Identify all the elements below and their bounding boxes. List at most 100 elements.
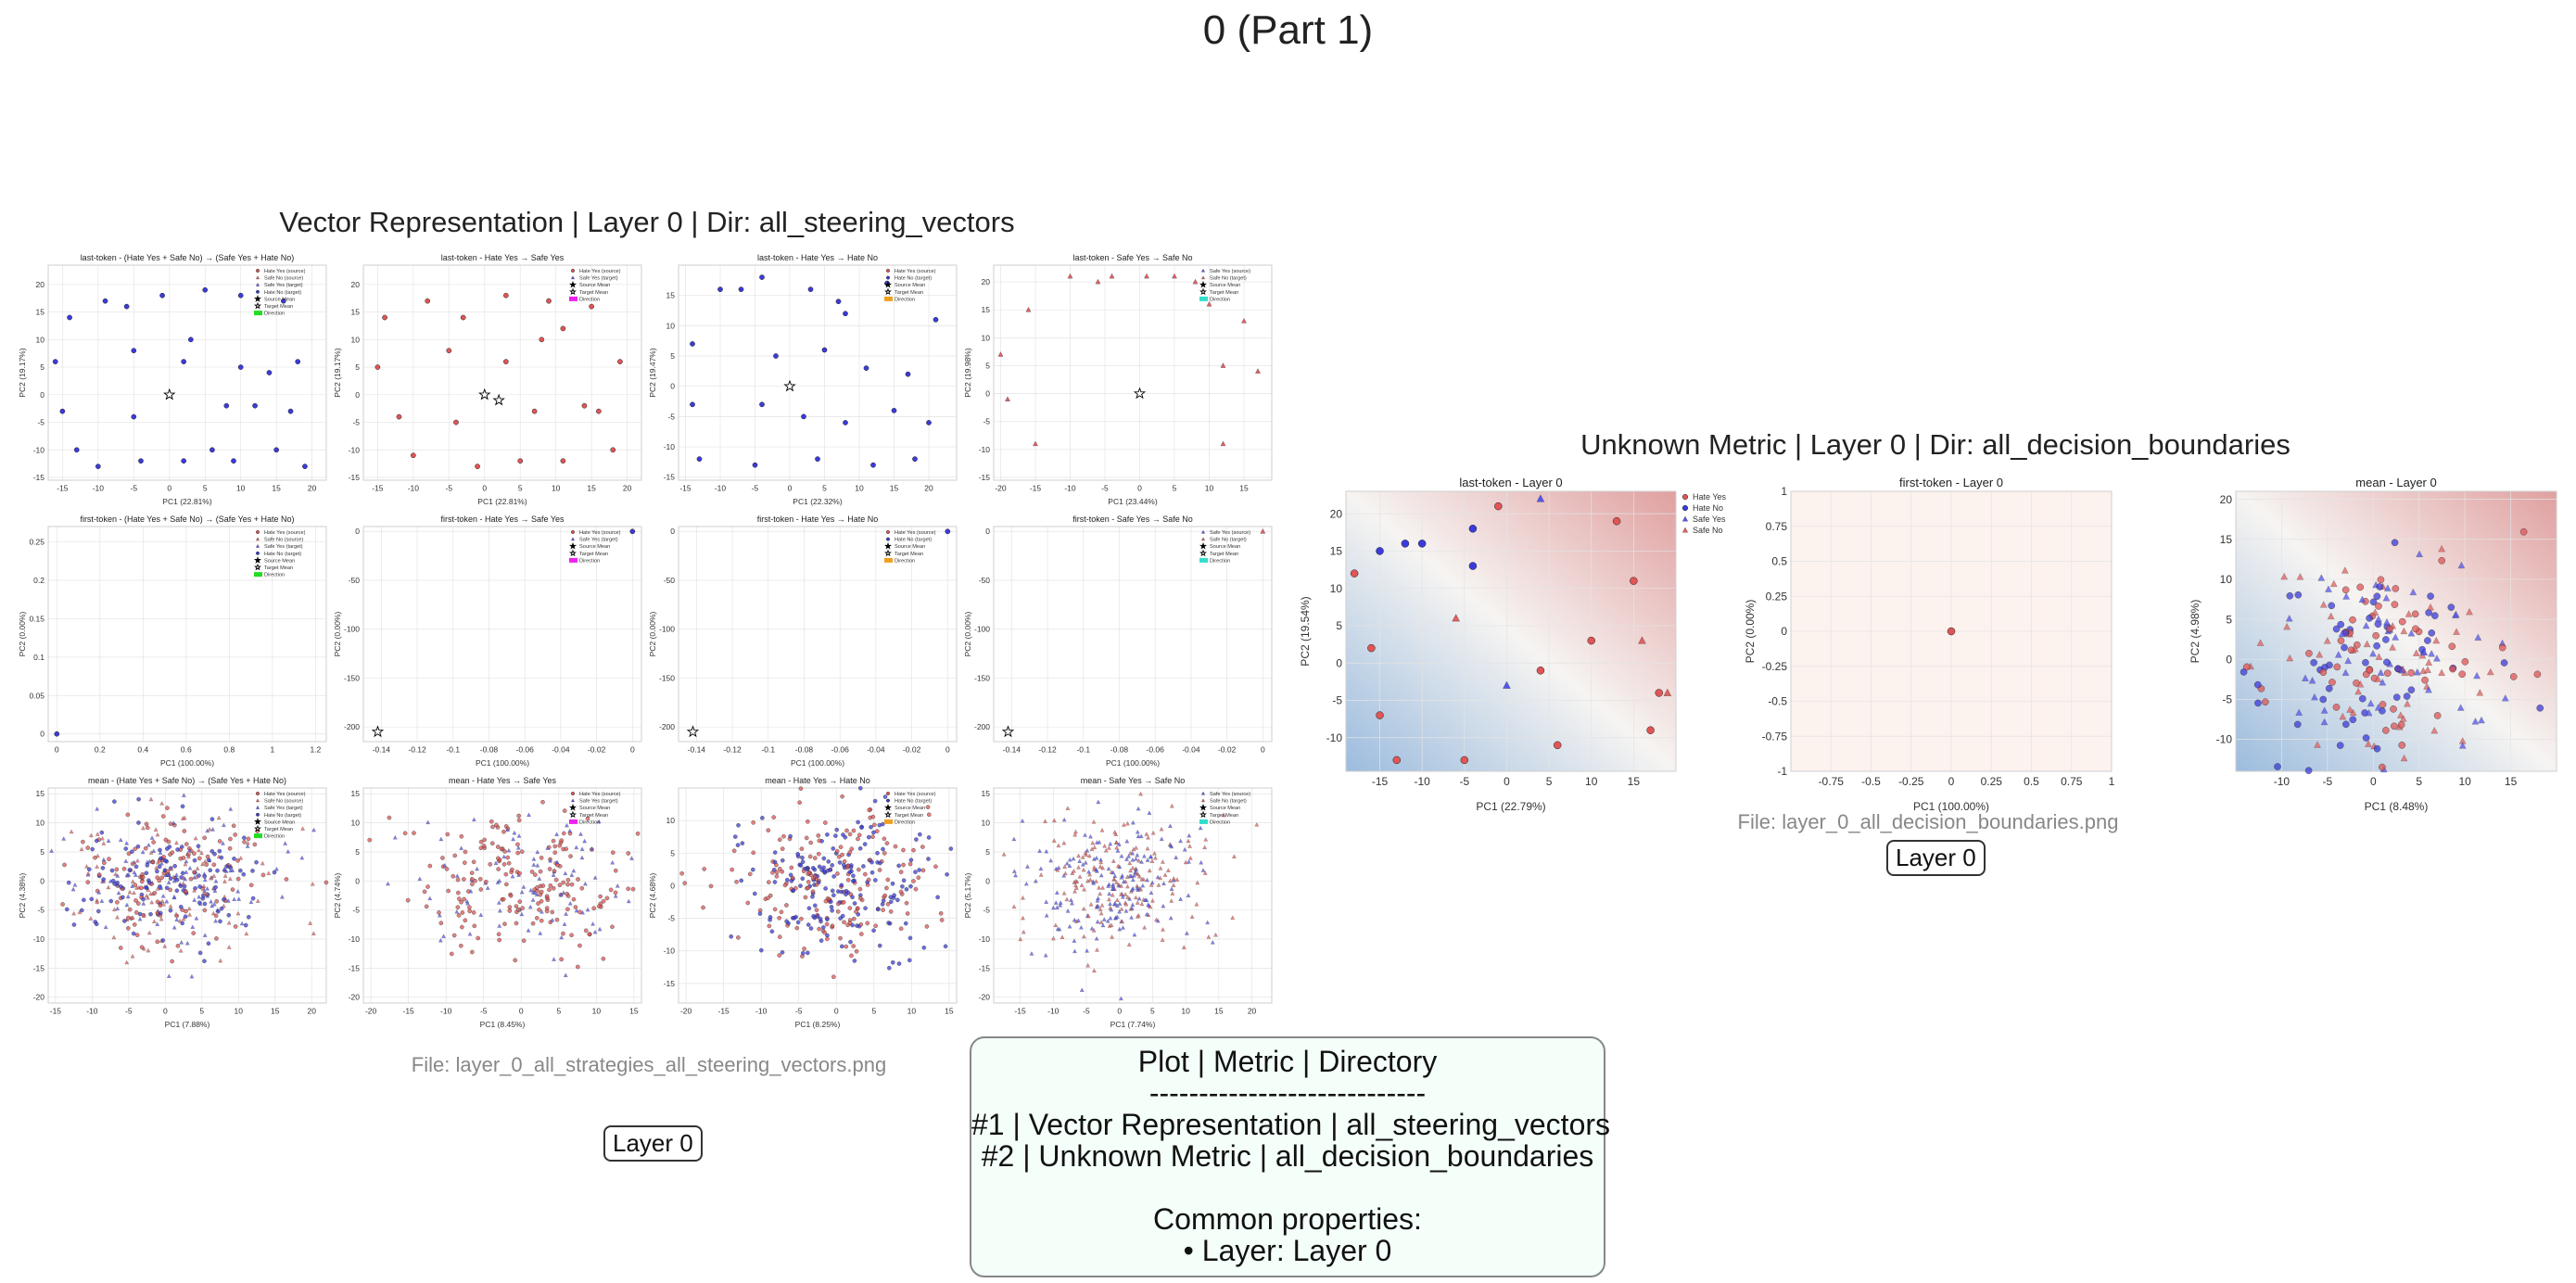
y-tick-label: 10	[2220, 573, 2233, 586]
data-point	[780, 846, 785, 851]
data-point	[1468, 525, 1478, 533]
x-tick-label: 15	[272, 484, 281, 493]
data-point	[926, 857, 931, 861]
legend-swatch	[884, 819, 893, 824]
data-point	[478, 912, 484, 917]
data-point	[457, 896, 462, 901]
data-point	[1145, 877, 1149, 883]
data-point	[1130, 877, 1136, 883]
x-tick-label: -0.1	[446, 745, 460, 755]
data-point	[211, 862, 217, 868]
data-point	[547, 867, 552, 871]
data-point	[84, 864, 89, 869]
data-point	[219, 906, 224, 911]
data-point	[1630, 577, 1638, 585]
data-point	[108, 898, 114, 904]
data-point	[551, 872, 556, 877]
data-point	[630, 886, 636, 892]
data-point	[539, 918, 544, 923]
y-tick-label: -150	[659, 673, 675, 682]
data-point	[212, 888, 218, 894]
data-point	[830, 888, 835, 894]
data-point	[806, 885, 811, 891]
x-tick-label: 15	[271, 1007, 280, 1016]
data-point	[2428, 629, 2436, 637]
data-point	[907, 958, 912, 963]
data-point	[904, 900, 909, 906]
data-point	[233, 832, 238, 837]
data-point	[1169, 803, 1174, 808]
data-point	[202, 959, 207, 964]
data-point	[497, 878, 502, 883]
data-point	[1070, 870, 1075, 875]
data-point	[226, 912, 232, 918]
data-point	[635, 831, 641, 836]
data-point	[371, 725, 385, 738]
data-point	[133, 910, 139, 915]
x-axis-label: PC1 (23.44%)	[1108, 497, 1158, 506]
y-tick-label: 15	[351, 308, 361, 317]
x-tick-label: 1	[2109, 775, 2115, 788]
steering-panel-7: -0.14 -0.12 -0.1 -0.08 -0.06 -0.04 -0.02 0-200-…	[648, 514, 958, 768]
data-point	[797, 800, 802, 806]
data-point	[1084, 852, 1088, 857]
data-point	[834, 827, 840, 832]
data-point	[1103, 847, 1109, 853]
data-point	[1144, 832, 1149, 836]
data-point	[231, 823, 236, 829]
data-point	[64, 907, 70, 912]
data-point	[197, 847, 201, 853]
data-point	[103, 924, 108, 930]
data-point	[608, 887, 614, 893]
data-point	[544, 894, 550, 899]
data-point	[242, 839, 247, 845]
data-point	[516, 818, 522, 823]
data-point	[505, 827, 510, 832]
y-tick-label: -50	[664, 576, 676, 585]
data-point	[1125, 895, 1131, 899]
data-point	[155, 921, 160, 926]
plot-area	[679, 527, 957, 742]
legend-label: Source Mean	[895, 544, 925, 550]
x-tick-label: -5	[125, 1007, 133, 1016]
data-point	[2283, 623, 2290, 630]
x-tick-label: -10	[755, 1007, 768, 1016]
data-point	[1392, 756, 1402, 765]
data-point	[831, 846, 836, 851]
data-point	[613, 890, 618, 896]
data-point	[127, 907, 133, 912]
data-point	[2383, 618, 2391, 626]
x-tick-label: -10	[93, 484, 105, 493]
data-point	[552, 957, 556, 961]
data-point	[2386, 625, 2393, 633]
data-point	[2334, 651, 2342, 658]
data-point	[690, 341, 695, 347]
data-point	[497, 923, 502, 928]
legend-marker	[254, 824, 261, 832]
x-tick-label: 5	[871, 1007, 876, 1016]
y-tick-label: 0	[40, 390, 44, 400]
data-point	[759, 401, 765, 408]
x-tick-label: -0.12	[1038, 745, 1057, 755]
data-point	[537, 908, 541, 912]
data-point	[1091, 819, 1097, 824]
data-point	[2338, 629, 2346, 638]
y-tick-label: 0	[670, 527, 675, 536]
data-point	[2398, 617, 2406, 626]
x-tick-label: -5	[795, 1007, 803, 1016]
legend-label: Source Mean	[1210, 806, 1240, 811]
data-point	[505, 855, 511, 860]
data-point	[847, 906, 853, 910]
data-point	[773, 353, 779, 359]
data-point	[579, 885, 585, 891]
data-point	[925, 805, 931, 810]
data-point	[1376, 547, 1384, 555]
data-point	[139, 885, 144, 891]
x-tick-label: -0.06	[831, 745, 850, 755]
data-point	[841, 899, 846, 905]
legend-marker	[254, 563, 261, 571]
data-point	[255, 898, 260, 903]
data-point	[2383, 669, 2392, 678]
data-point	[1182, 846, 1187, 852]
